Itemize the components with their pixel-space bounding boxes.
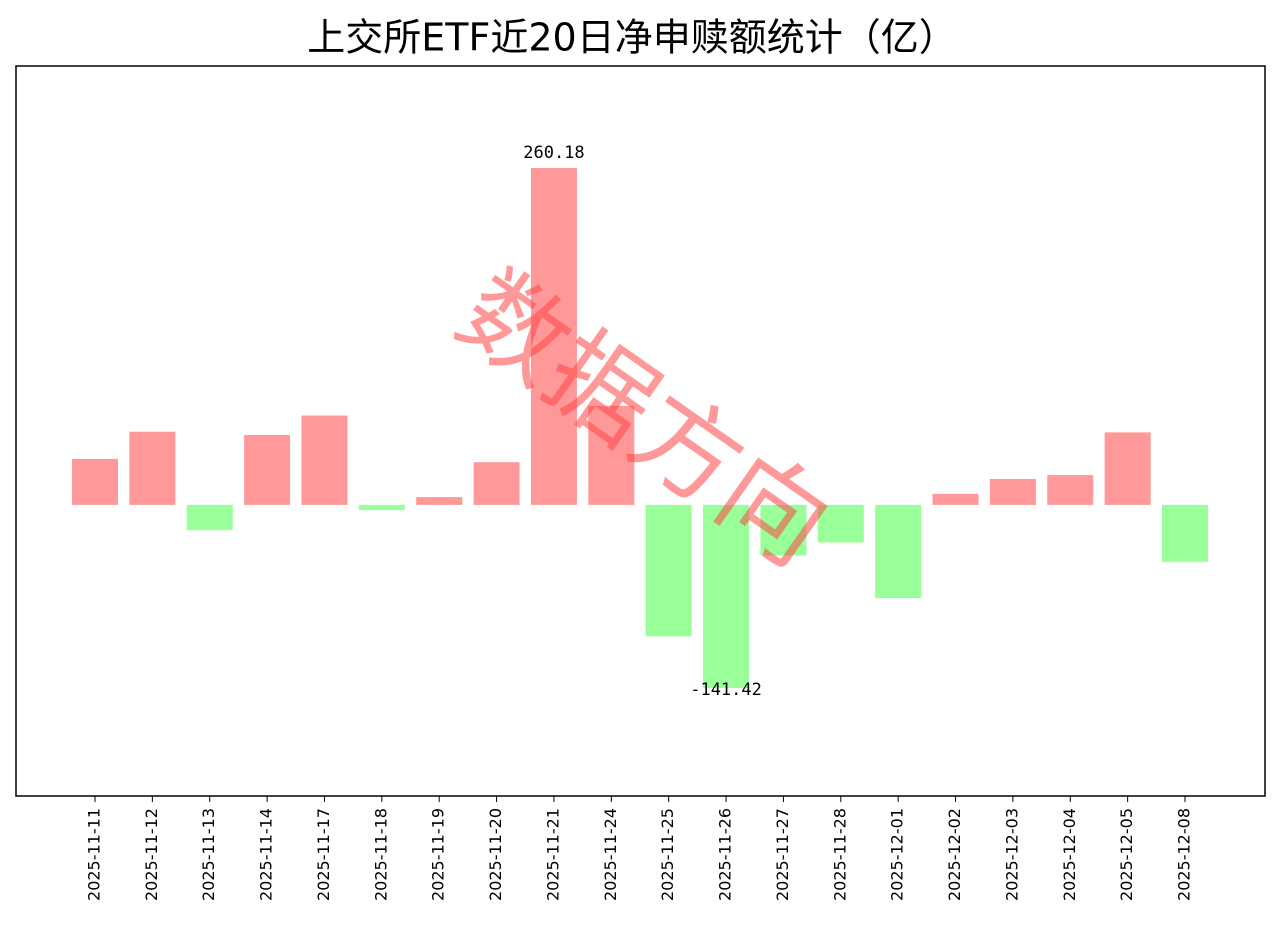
plot-frame bbox=[15, 65, 1266, 797]
bar bbox=[817, 504, 864, 543]
x-tick-label: 2025-11-24 bbox=[601, 808, 620, 901]
bar bbox=[301, 415, 348, 505]
data-label: -141.42 bbox=[690, 680, 762, 700]
x-tick-label: 2025-11-27 bbox=[773, 808, 792, 901]
data-label: 260.18 bbox=[523, 143, 584, 163]
x-tick-label: 2025-11-13 bbox=[199, 808, 218, 901]
x-tick-label: 2025-11-20 bbox=[486, 808, 505, 901]
x-tick-label: 2025-11-19 bbox=[429, 808, 448, 901]
watermark: 数据方向 bbox=[437, 249, 851, 590]
bar bbox=[129, 431, 176, 505]
bar bbox=[932, 493, 979, 505]
chart-title: 上交所ETF近20日净申赎额统计（亿） bbox=[307, 16, 956, 60]
bar bbox=[989, 478, 1036, 505]
bar bbox=[760, 504, 807, 556]
bar bbox=[186, 504, 233, 531]
x-tick-label: 2025-11-11 bbox=[85, 808, 104, 901]
x-tick-label: 2025-11-28 bbox=[830, 808, 849, 901]
x-tick-label: 2025-12-01 bbox=[888, 808, 907, 901]
bar bbox=[875, 504, 922, 599]
x-tick-label: 2025-12-04 bbox=[1060, 808, 1079, 901]
bar bbox=[1162, 504, 1208, 562]
x-tick-label: 2025-12-02 bbox=[945, 808, 964, 901]
bar bbox=[72, 458, 118, 505]
x-tick-label: 2025-11-14 bbox=[257, 808, 276, 901]
x-tick-label: 2025-11-12 bbox=[142, 808, 161, 901]
bar bbox=[530, 168, 577, 505]
bar bbox=[358, 504, 405, 511]
bar bbox=[473, 462, 520, 505]
x-tick-label: 2025-12-05 bbox=[1117, 808, 1136, 901]
bar bbox=[703, 504, 750, 688]
x-tick-label: 2025-12-08 bbox=[1175, 808, 1194, 901]
x-tick-label: 2025-11-25 bbox=[658, 808, 677, 901]
x-tick-label: 2025-11-18 bbox=[371, 808, 390, 901]
x-tick-label: 2025-11-21 bbox=[543, 808, 562, 901]
bar bbox=[645, 504, 692, 637]
bar bbox=[1104, 432, 1151, 505]
x-tick-label: 2025-11-17 bbox=[314, 808, 333, 901]
x-tick-label: 2025-11-26 bbox=[716, 808, 735, 901]
bar bbox=[416, 497, 463, 505]
bar bbox=[588, 405, 635, 505]
bar bbox=[244, 434, 291, 505]
x-tick-label: 2025-12-03 bbox=[1002, 808, 1021, 901]
bar bbox=[1047, 475, 1094, 505]
